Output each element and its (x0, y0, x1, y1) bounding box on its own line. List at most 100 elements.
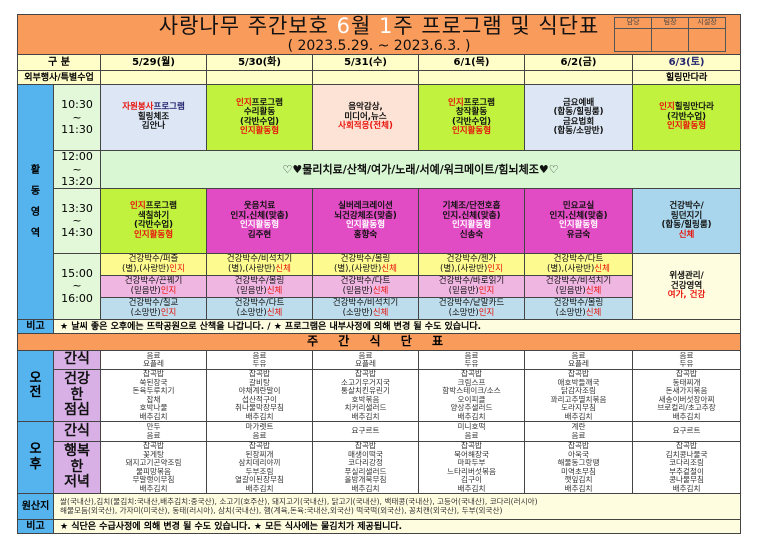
meal-type-text: 건강 (64, 371, 90, 388)
cell-line: (별),(사랑반)신체 (526, 263, 632, 275)
menu-cell: 음료 요플레 (524, 350, 633, 371)
text-segment: 뇌건강체조(맞춤) (334, 210, 397, 221)
menu-item: 잡곡밥 (568, 369, 589, 379)
text-segment: 신체 (678, 229, 695, 240)
menu-item: 배추김치 (564, 411, 593, 421)
menu-item: 잡채 (146, 394, 161, 404)
cell-line: (각반수업) (102, 220, 206, 231)
menu-item: 애호박들깨국 (557, 377, 600, 387)
meal-period-char: 후 (29, 456, 42, 472)
footer-notes-label: 비고 (17, 519, 54, 535)
activity-cell: 음악감상, 미디어,뉴스 사회적응(전체) (312, 84, 419, 152)
text-segment: (소망반) (448, 307, 479, 318)
menu-item: 계란 (571, 422, 586, 432)
cell-line: 건강박수/낱말카드 (420, 299, 524, 309)
menu-item: 음료 (464, 350, 479, 360)
title-segment: 월 (351, 14, 380, 38)
text-segment: (각반수업) (451, 116, 492, 127)
lunch-row: 건강 한 점심 잡곡밥 쑥된장국 돈육두루치기 잡채 호박나물 배추김치 잡곡밥 갈비탕 야채계란말이… (18, 369, 742, 423)
menu-item: 요플레 (568, 359, 589, 369)
cell-line: 뇌건강체조(맞춤) (314, 210, 418, 222)
cell-line: 인지.신체(맞춤) (526, 211, 632, 222)
menu-item: 오이피클 (457, 394, 486, 404)
cell-line: (각반수업) (634, 112, 740, 123)
footer-notes-row: 비고 ★ 식단은 수급사정에 의해 변경 될 수도 있습니다. ★ 모든 식사에는… (17, 519, 742, 535)
menu-item: 두유 (252, 359, 267, 369)
special-event-cell: 힐링만다라 (631, 70, 742, 86)
text-segment: 프로그램 (251, 97, 283, 108)
menu-item: 물피망볶음 (136, 466, 171, 476)
group-activity-cell: 건강박수/비석치기 (소망반)신체 (312, 297, 419, 321)
text-segment: 웃음치료 (243, 201, 276, 212)
text-segment: (별),(사랑반) (547, 263, 595, 274)
menu-cell: 잡곡밥 애호박들깨국 닭감자조림 꽈리고추멸치볶음 도라지무침 배추김치 (524, 369, 633, 423)
menu-item: 콩나물무침 (669, 475, 704, 485)
signature-field (651, 28, 690, 52)
activity-cell: 민요교실 인지.신체(맞춤) 인지활동형 유금숙 (524, 188, 633, 255)
cell-line: 인지활동형 (208, 220, 312, 231)
menu-item: 야채계란말이 (238, 386, 281, 396)
text-segment: 건강박수/칠교 (128, 298, 179, 309)
menu-cell: 음료 요플레 (312, 350, 419, 371)
text-segment: 음악감상, (348, 102, 383, 113)
cell-line: 건강박수/다트 (526, 255, 632, 265)
weekly-schedule-table: 사랑나무 주간보호 6월 1주 프로그램 및 식단표( 2023.5.29. ~… (16, 13, 742, 535)
cell-line: 인지.신체(맞춤) (420, 211, 524, 222)
time-slot: 10:30 ~11:30 (53, 84, 101, 152)
text-segment: (합동/힐링룸) (553, 107, 604, 118)
menu-item: 호박볶음 (351, 394, 380, 404)
menu-item: 닭감자조림 (561, 386, 596, 396)
text-segment: 기체조/단전호흡 (442, 201, 501, 212)
menu-item: 동태찌개 (672, 377, 701, 387)
menu-item: 음료 (571, 430, 586, 440)
activity-row-1500-group: 건강박수/끈꿰기 (믿음반)인지 건강박수/볼링 (믿음반)신체 건강박수/다트 (믿음반… (18, 275, 741, 299)
menu-item: 갈비탕 (249, 377, 270, 387)
menu-cell: 계란 음료 (524, 421, 633, 443)
menu-cell: 요구르트 (631, 421, 742, 443)
activity-row-1030: 활 동 영 역 10:30 ~11:30 자원봉사프로그램 힐링체조 김안나 인지프로그램 수리활동… (17, 84, 742, 321)
time-text: 10:30 (61, 98, 93, 112)
time-text: 12:00 (61, 150, 93, 164)
cell-line: (별),(사랑반)인지 (420, 264, 524, 275)
text-segment: (믿음반) (130, 285, 161, 296)
text-segment: 인지활동형 (558, 220, 599, 231)
title-row: 사랑나무 주간보호 6월 1주 프로그램 및 식단표( 2023.5.29. ~… (16, 13, 742, 56)
text-segment: 색칠하기 (137, 210, 170, 221)
meal-type-label: 건강 한 점심 (53, 369, 101, 423)
time-slot: 15:00 ~16:00 (53, 253, 101, 321)
text-segment: (합동/소망반) (553, 126, 604, 137)
page-title: 사랑나무 주간보호 6월 1주 프로그램 및 식단표 (19, 14, 740, 39)
menu-item: 양상추샐러드 (450, 403, 493, 413)
text-segment: (소망반) (555, 307, 586, 318)
menu-item: 미니호떡 (457, 422, 486, 432)
cell-line: 건강박수/비석치기 (314, 299, 418, 309)
day-label: 6/1(목) (453, 57, 490, 69)
menu-item: 호박나물 (139, 403, 168, 413)
cell-line: 색칠하기 (102, 210, 206, 222)
text-segment: 여가, 건강 (667, 290, 706, 301)
text-segment: 민요교실 (562, 201, 595, 212)
activity-cell: 자원봉사프로그램 힐링체조 김안나 (100, 84, 207, 152)
cell-line: 홍향숙 (314, 230, 418, 241)
day-label: 5/29(월) (132, 57, 175, 69)
menu-item: 음료 (252, 350, 267, 360)
title-block: 사랑나무 주간보호 6월 1주 프로그램 및 식단표( 2023.5.29. ~… (16, 13, 742, 56)
signature-blank-row (614, 28, 727, 52)
menu-cell: 마가렛트 음료 (206, 421, 313, 443)
cell-line: (각반수업) (420, 116, 524, 128)
meal-type-label: 행복 한 저녁 (53, 441, 101, 495)
title-segment: 주 프로그램 및 식단표 (393, 14, 600, 38)
menu-item: 잡곡밥 (143, 441, 164, 451)
text-segment: 인지 (160, 285, 177, 296)
menu-item: 배추김치 (351, 411, 380, 421)
menu-item: 음료 (146, 430, 161, 440)
menu-item: 푸실리샐러드 (344, 466, 387, 476)
time-text: 13:20 (61, 174, 93, 188)
menu-item: 북어해장국 (454, 449, 489, 459)
menu-cell: 잡곡밥 갈비탕 야채계란말이 섭산적구이 취나물막장무침 배추김치 (206, 369, 313, 423)
cell-line: 인지활동형 (102, 230, 206, 241)
meal-period-char: 오 (29, 370, 42, 386)
cell-line: (소망반)인지 (420, 307, 524, 319)
